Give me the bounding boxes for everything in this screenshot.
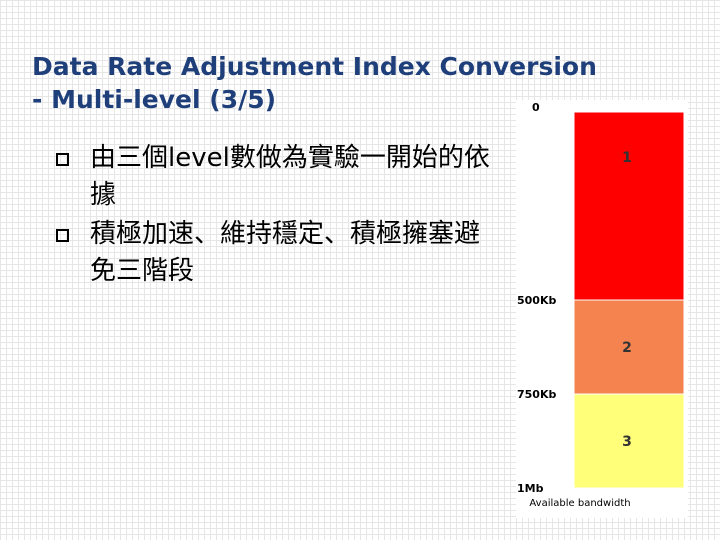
bullet-list: 由三個level數做為實驗一開始的依據 積極加速、維持穩定、積極擁塞避免三階段	[56, 140, 496, 292]
bar-segment-2	[573, 299, 685, 395]
square-bullet-icon	[56, 153, 69, 166]
bar-segment-1	[573, 111, 685, 301]
square-bullet-icon	[56, 229, 69, 242]
segment-label-2: 2	[622, 340, 632, 356]
scale-label: 750Kb	[517, 388, 556, 401]
bullet-text: 積極加速、維持穩定、積極擁塞避免三階段	[90, 219, 481, 286]
bullet-text: 由三個level數做為實驗一開始的依據	[90, 143, 490, 210]
segment-label-1: 1	[622, 150, 632, 166]
scale-label: 1Mb	[517, 482, 544, 495]
bullet-item: 積極加速、維持穩定、積極擁塞避免三階段	[56, 216, 496, 290]
bullet-item: 由三個level數做為實驗一開始的依據	[56, 140, 496, 214]
slide-title: Data Rate Adjustment Index Conversion - …	[32, 52, 597, 114]
x-axis-label: Available bandwidth	[529, 498, 630, 509]
scale-label: 500Kb	[517, 294, 556, 307]
bar-segment-3	[573, 393, 685, 489]
chart-panel	[516, 100, 688, 518]
segment-label-3: 3	[622, 434, 632, 450]
